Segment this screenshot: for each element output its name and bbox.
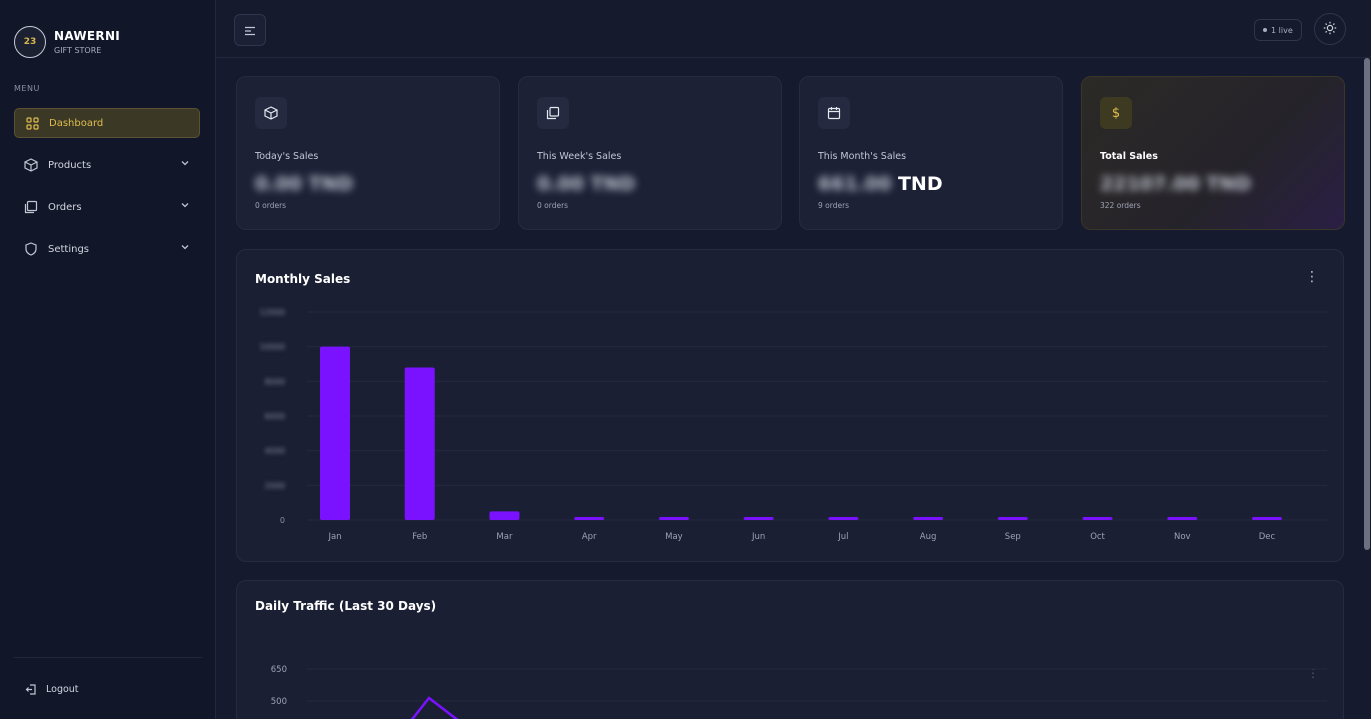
daily-traffic-chart: 650 500 <box>271 665 1327 719</box>
bar-jan[interactable] <box>320 346 350 520</box>
grid-icon <box>25 116 39 130</box>
stat-orders: 0 orders <box>537 201 569 210</box>
chart-title: Monthly Sales <box>255 272 351 286</box>
x-tick-label: Feb <box>412 532 427 542</box>
bar-apr[interactable] <box>574 517 605 520</box>
store-logo: 23 <box>14 26 46 58</box>
y-tick-label: 2000 <box>265 481 285 490</box>
traffic-series-line <box>410 696 459 719</box>
menu-icon <box>244 21 256 40</box>
x-tick-label: Aug <box>920 532 937 542</box>
sun-icon <box>1323 20 1337 39</box>
logout-icon <box>24 682 38 696</box>
x-tick-label: Sep <box>1005 532 1021 542</box>
y-tick-label: 4000 <box>265 447 285 456</box>
stat-label: Total Sales <box>1100 151 1158 162</box>
sidebar-item-label: Products <box>48 159 92 171</box>
stat-value: 0.00 TND <box>537 173 636 195</box>
stat-orders: 322 orders <box>1100 201 1141 210</box>
cube-icon <box>255 97 287 129</box>
x-tick-label: Jan <box>327 532 341 542</box>
bar-sep[interactable] <box>997 517 1028 520</box>
bar-dec[interactable] <box>1252 517 1282 520</box>
y-tick-label: 8000 <box>265 377 285 386</box>
stat-value-number: 661.00 <box>818 173 892 195</box>
stat-label: This Month's Sales <box>818 151 907 162</box>
live-visitors-label: 1 live <box>1271 25 1293 35</box>
sidebar: 23 NAWERNI GIFT STORE MENU Dashboard Pro… <box>0 0 216 719</box>
chart-title: Daily Traffic (Last 30 Days) <box>255 599 437 613</box>
topbar: 1 live <box>216 0 1371 58</box>
sidebar-item-label: Settings <box>48 243 90 255</box>
bar-aug[interactable] <box>913 517 944 520</box>
x-tick-label: Mar <box>496 532 513 542</box>
logout-button[interactable]: Logout <box>24 682 79 696</box>
theme-toggle-button[interactable] <box>1314 13 1346 45</box>
x-tick-label: Jun <box>751 532 765 542</box>
brand[interactable]: 23 NAWERNI GIFT STORE <box>14 26 120 58</box>
sidebar-item-orders[interactable]: Orders <box>14 192 200 222</box>
stat-card-total: $ Total Sales 22107.00 TND 322 orders <box>1081 76 1345 230</box>
bar-jun[interactable] <box>743 517 774 520</box>
stat-orders: 9 orders <box>818 201 850 210</box>
x-tick-label: Dec <box>1259 532 1276 542</box>
page-scrollbar[interactable] <box>1364 58 1370 550</box>
monthly-sales-chart: 0 2000 4000 6000 8000 10000 12000 Jan Feb Mar Apr M… <box>260 308 1327 542</box>
stat-value: 22107.00 TND <box>1100 173 1252 195</box>
orders-icon <box>24 200 38 214</box>
sidebar-item-settings[interactable]: Settings <box>14 234 200 264</box>
y-tick-label: 500 <box>271 697 287 707</box>
cube-icon <box>24 158 38 172</box>
live-visitors-badge: 1 live <box>1254 19 1302 41</box>
logout-label: Logout <box>46 683 79 695</box>
stat-orders: 0 orders <box>255 201 287 210</box>
sidebar-toggle-button[interactable] <box>234 14 266 46</box>
shield-icon <box>24 242 38 256</box>
sidebar-item-dashboard[interactable]: Dashboard <box>14 108 200 138</box>
brand-name: NAWERNI <box>54 29 121 43</box>
stat-label: Today's Sales <box>255 151 319 162</box>
chevron-down-icon[interactable] <box>180 158 190 171</box>
x-tick-label: May <box>665 532 683 542</box>
x-tick-label: Apr <box>582 532 597 542</box>
stat-value: 0.00 TND <box>255 173 354 195</box>
y-tick-label: 10000 <box>260 343 285 352</box>
calendar-icon <box>818 97 850 129</box>
daily-traffic-panel: Daily Traffic (Last 30 Days) ⋮ 650 500 <box>236 580 1344 719</box>
stat-value-unit: TND <box>897 173 943 195</box>
copy-icon <box>537 97 569 129</box>
sidebar-item-products[interactable]: Products <box>14 150 200 180</box>
dollar-icon: $ <box>1100 97 1132 129</box>
bar-jul[interactable] <box>828 517 859 520</box>
x-tick-label: Oct <box>1090 532 1105 542</box>
stat-card-today: Today's Sales 0.00 TND 0 orders <box>236 76 500 230</box>
stat-card-week: This Week's Sales 0.00 TND 0 orders <box>518 76 782 230</box>
y-tick-label: 0 <box>280 516 285 525</box>
chevron-down-icon[interactable] <box>180 242 190 255</box>
y-tick-label: 650 <box>271 665 287 675</box>
bar-may[interactable] <box>658 517 689 520</box>
divider <box>14 657 202 658</box>
y-tick-label: 6000 <box>265 412 285 421</box>
menu-section-label: MENU <box>14 84 40 93</box>
more-options-icon[interactable]: ⋮ <box>1307 666 1319 680</box>
stat-card-month: This Month's Sales 661.00 TND 9 orders <box>799 76 1063 230</box>
sidebar-item-label: Dashboard <box>49 117 104 129</box>
live-dot-icon <box>1263 28 1267 32</box>
sidebar-item-label: Orders <box>48 201 82 213</box>
y-tick-label: 12000 <box>260 308 285 317</box>
more-options-icon[interactable]: ⋮ <box>1305 269 1319 285</box>
bar-feb[interactable] <box>404 367 435 520</box>
bar-nov[interactable] <box>1167 517 1198 520</box>
stat-value: 661.00 TND <box>818 173 943 195</box>
stat-label: This Week's Sales <box>537 151 622 162</box>
monthly-sales-panel: Monthly Sales ⋮ 0 2000 4000 6000 8000 10000 12… <box>236 249 1344 562</box>
x-tick-label: Jul <box>837 532 848 542</box>
bar-mar[interactable] <box>489 511 520 520</box>
chevron-down-icon[interactable] <box>180 200 190 213</box>
x-tick-label: Nov <box>1174 532 1191 542</box>
brand-subtitle: GIFT STORE <box>54 46 102 55</box>
bar-oct[interactable] <box>1082 517 1113 520</box>
